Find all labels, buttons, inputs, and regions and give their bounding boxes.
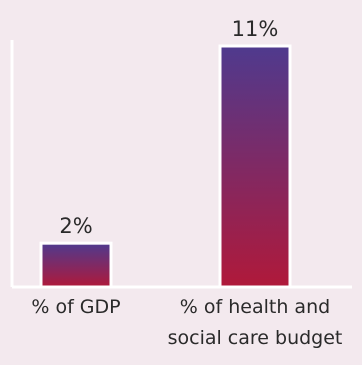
data-label-1: 11%: [232, 17, 279, 41]
bar-1: [218, 44, 292, 289]
x-tick-label-1-line-0: % of health and: [180, 296, 330, 318]
bar-0: [39, 241, 113, 289]
x-tick-label-1-line-1: social care budget: [168, 327, 343, 349]
data-label-0: 2%: [59, 214, 92, 238]
x-tick-label-0-line-0: % of GDP: [31, 296, 120, 318]
